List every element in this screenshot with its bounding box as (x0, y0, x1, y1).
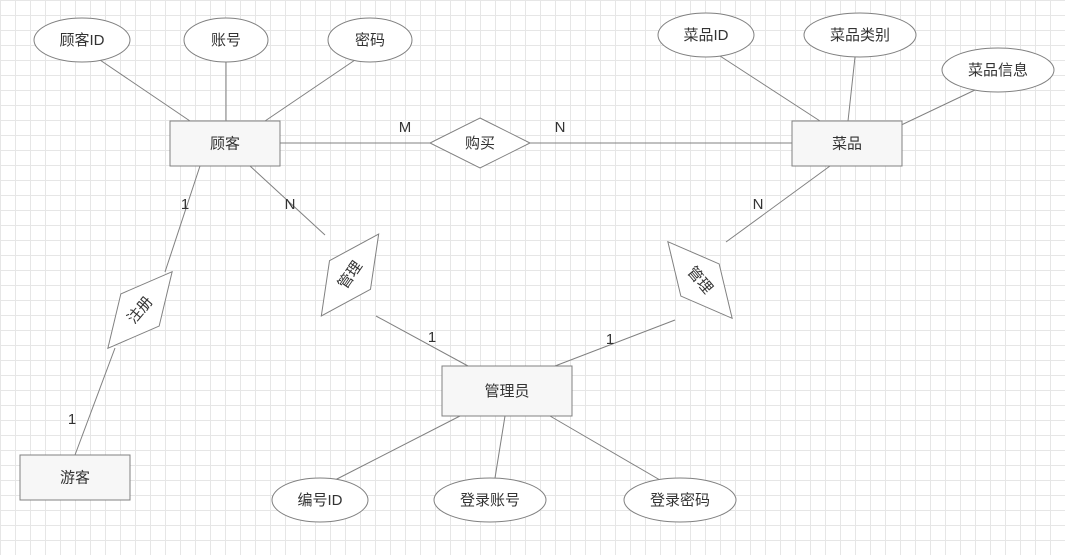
edge-admin_pwd-admin (550, 416, 660, 480)
entity-customer: 顾客 (170, 121, 280, 166)
entity-dish: 菜品 (792, 121, 902, 166)
edge-manage2-admin (555, 320, 675, 366)
entity-visitor: 游客 (20, 455, 130, 500)
cardinality-label: 1 (606, 331, 614, 348)
attribute-cust_acct: 账号 (184, 18, 268, 62)
edge-manage1-admin (376, 316, 468, 366)
entity-admin: 管理员 (442, 366, 572, 416)
attribute-admin_pwd-label: 登录密码 (650, 492, 710, 509)
edge-cust_pwd-customer (265, 60, 355, 121)
edge-dish-manage2 (726, 166, 830, 242)
attribute-admin_acct: 登录账号 (434, 478, 546, 522)
attribute-dish_cat-label: 菜品类别 (830, 27, 890, 44)
attribute-cust_pwd: 密码 (328, 18, 412, 62)
attribute-cust_acct-label: 账号 (211, 32, 241, 49)
attribute-dish_id: 菜品ID (658, 13, 754, 57)
attribute-dish_cat: 菜品类别 (804, 13, 916, 57)
cardinality-label: 1 (428, 329, 436, 346)
edge-admin_acct-admin (495, 416, 505, 478)
edge-register-visitor (75, 348, 115, 455)
relationship-manage1: 管理 (301, 220, 399, 331)
attribute-admin_acct-label: 登录账号 (460, 492, 520, 509)
attribute-cust_id-label: 顾客ID (59, 32, 104, 49)
edge-dish_id-dish (720, 56, 820, 121)
relationship-buy-label: 购买 (465, 135, 495, 152)
relationship-manage2: 管理 (649, 226, 752, 335)
entity-dish-label: 菜品 (832, 135, 862, 152)
attribute-cust_pwd-label: 密码 (355, 32, 385, 49)
cardinality-label: N (753, 196, 764, 213)
edge-cust_id-customer (100, 60, 190, 121)
er-diagram: 顾客 菜品管理员游客 顾客ID 账号 密码 菜品ID 菜品类别菜品信息编号ID 登录账号 登录密… (0, 0, 1065, 555)
cardinality-label: N (285, 196, 296, 213)
cardinality-label: N (555, 119, 566, 136)
entity-admin-label: 管理员 (484, 383, 529, 400)
relationship-register: 注册 (89, 256, 192, 365)
cardinality-label: 1 (181, 196, 189, 213)
attribute-admin_id-label: 编号ID (297, 492, 342, 509)
entity-visitor-label: 游客 (60, 469, 90, 486)
attribute-dish_info: 菜品信息 (942, 48, 1054, 92)
edge-admin_id-admin (335, 416, 460, 480)
cardinality-label: 1 (68, 411, 76, 428)
attribute-admin_id: 编号ID (272, 478, 368, 522)
relationship-buy: 购买 (430, 118, 530, 168)
attribute-dish_id-label: 菜品ID (683, 27, 728, 44)
edge-dish_info-dish (895, 90, 975, 128)
cardinality-label: M (399, 119, 412, 136)
edge-customer-register (165, 166, 200, 272)
attribute-dish_info-label: 菜品信息 (968, 62, 1028, 79)
attribute-admin_pwd: 登录密码 (624, 478, 736, 522)
attribute-cust_id: 顾客ID (34, 18, 130, 62)
edge-dish_cat-dish (848, 57, 855, 121)
entity-customer-label: 顾客 (210, 135, 240, 152)
